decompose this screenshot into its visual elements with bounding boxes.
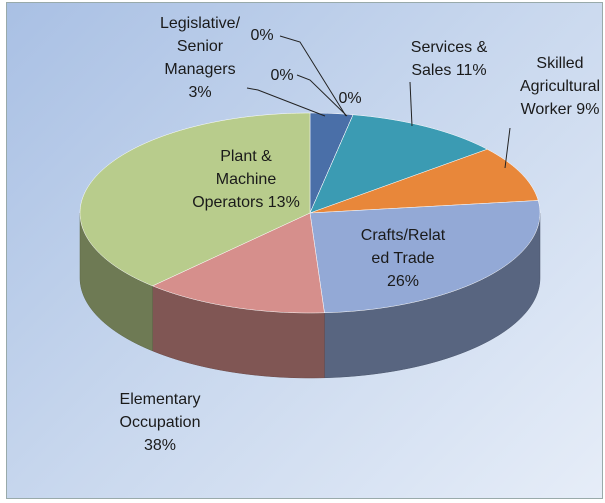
value-label: 13%: [267, 194, 300, 211]
data-label: 0%: [330, 87, 370, 110]
value-label: 26%: [386, 273, 420, 290]
slice: [309, 148, 539, 214]
slice: [309, 200, 541, 314]
value-label: 0%: [250, 27, 274, 44]
slice: [309, 114, 488, 214]
data-label: 0%: [242, 24, 282, 47]
data-label: Crafts/Related Trade 26%: [358, 224, 448, 293]
data-label: Legislative/ Senior Managers 3%: [153, 12, 248, 104]
category-label: Elementary Occupation: [119, 391, 201, 431]
data-label: Skilled Agricultural Worker 9%: [510, 52, 605, 121]
data-label: Elementary Occupation 38%: [115, 388, 205, 457]
leader-line: [279, 35, 347, 117]
value-label: 11%: [455, 62, 487, 79]
value-label: 0%: [338, 90, 362, 107]
value-label: 3%: [188, 84, 212, 101]
leader-line: [504, 127, 511, 169]
leader-line: [409, 81, 413, 127]
slice: [79, 112, 311, 287]
data-label: Services & Sales 11%: [399, 36, 499, 82]
data-label: 0%: [262, 64, 302, 87]
category-label: Crafts/Related Trade: [360, 227, 446, 267]
category-label: Services & Sales: [410, 39, 488, 79]
category-label: Plant & Machine Operators: [192, 148, 277, 211]
category-label: Legislative/ Senior Managers: [159, 15, 241, 78]
leader-line: [246, 87, 326, 117]
slice: [151, 212, 325, 314]
value-label: 38%: [143, 437, 177, 454]
value-label: 9%: [576, 101, 600, 118]
value-label: 0%: [270, 67, 294, 84]
category-label: Skilled Agricultural Worker: [519, 55, 601, 118]
leader-line: [296, 74, 348, 117]
data-label: Plant & Machine Operators 13%: [189, 145, 304, 214]
